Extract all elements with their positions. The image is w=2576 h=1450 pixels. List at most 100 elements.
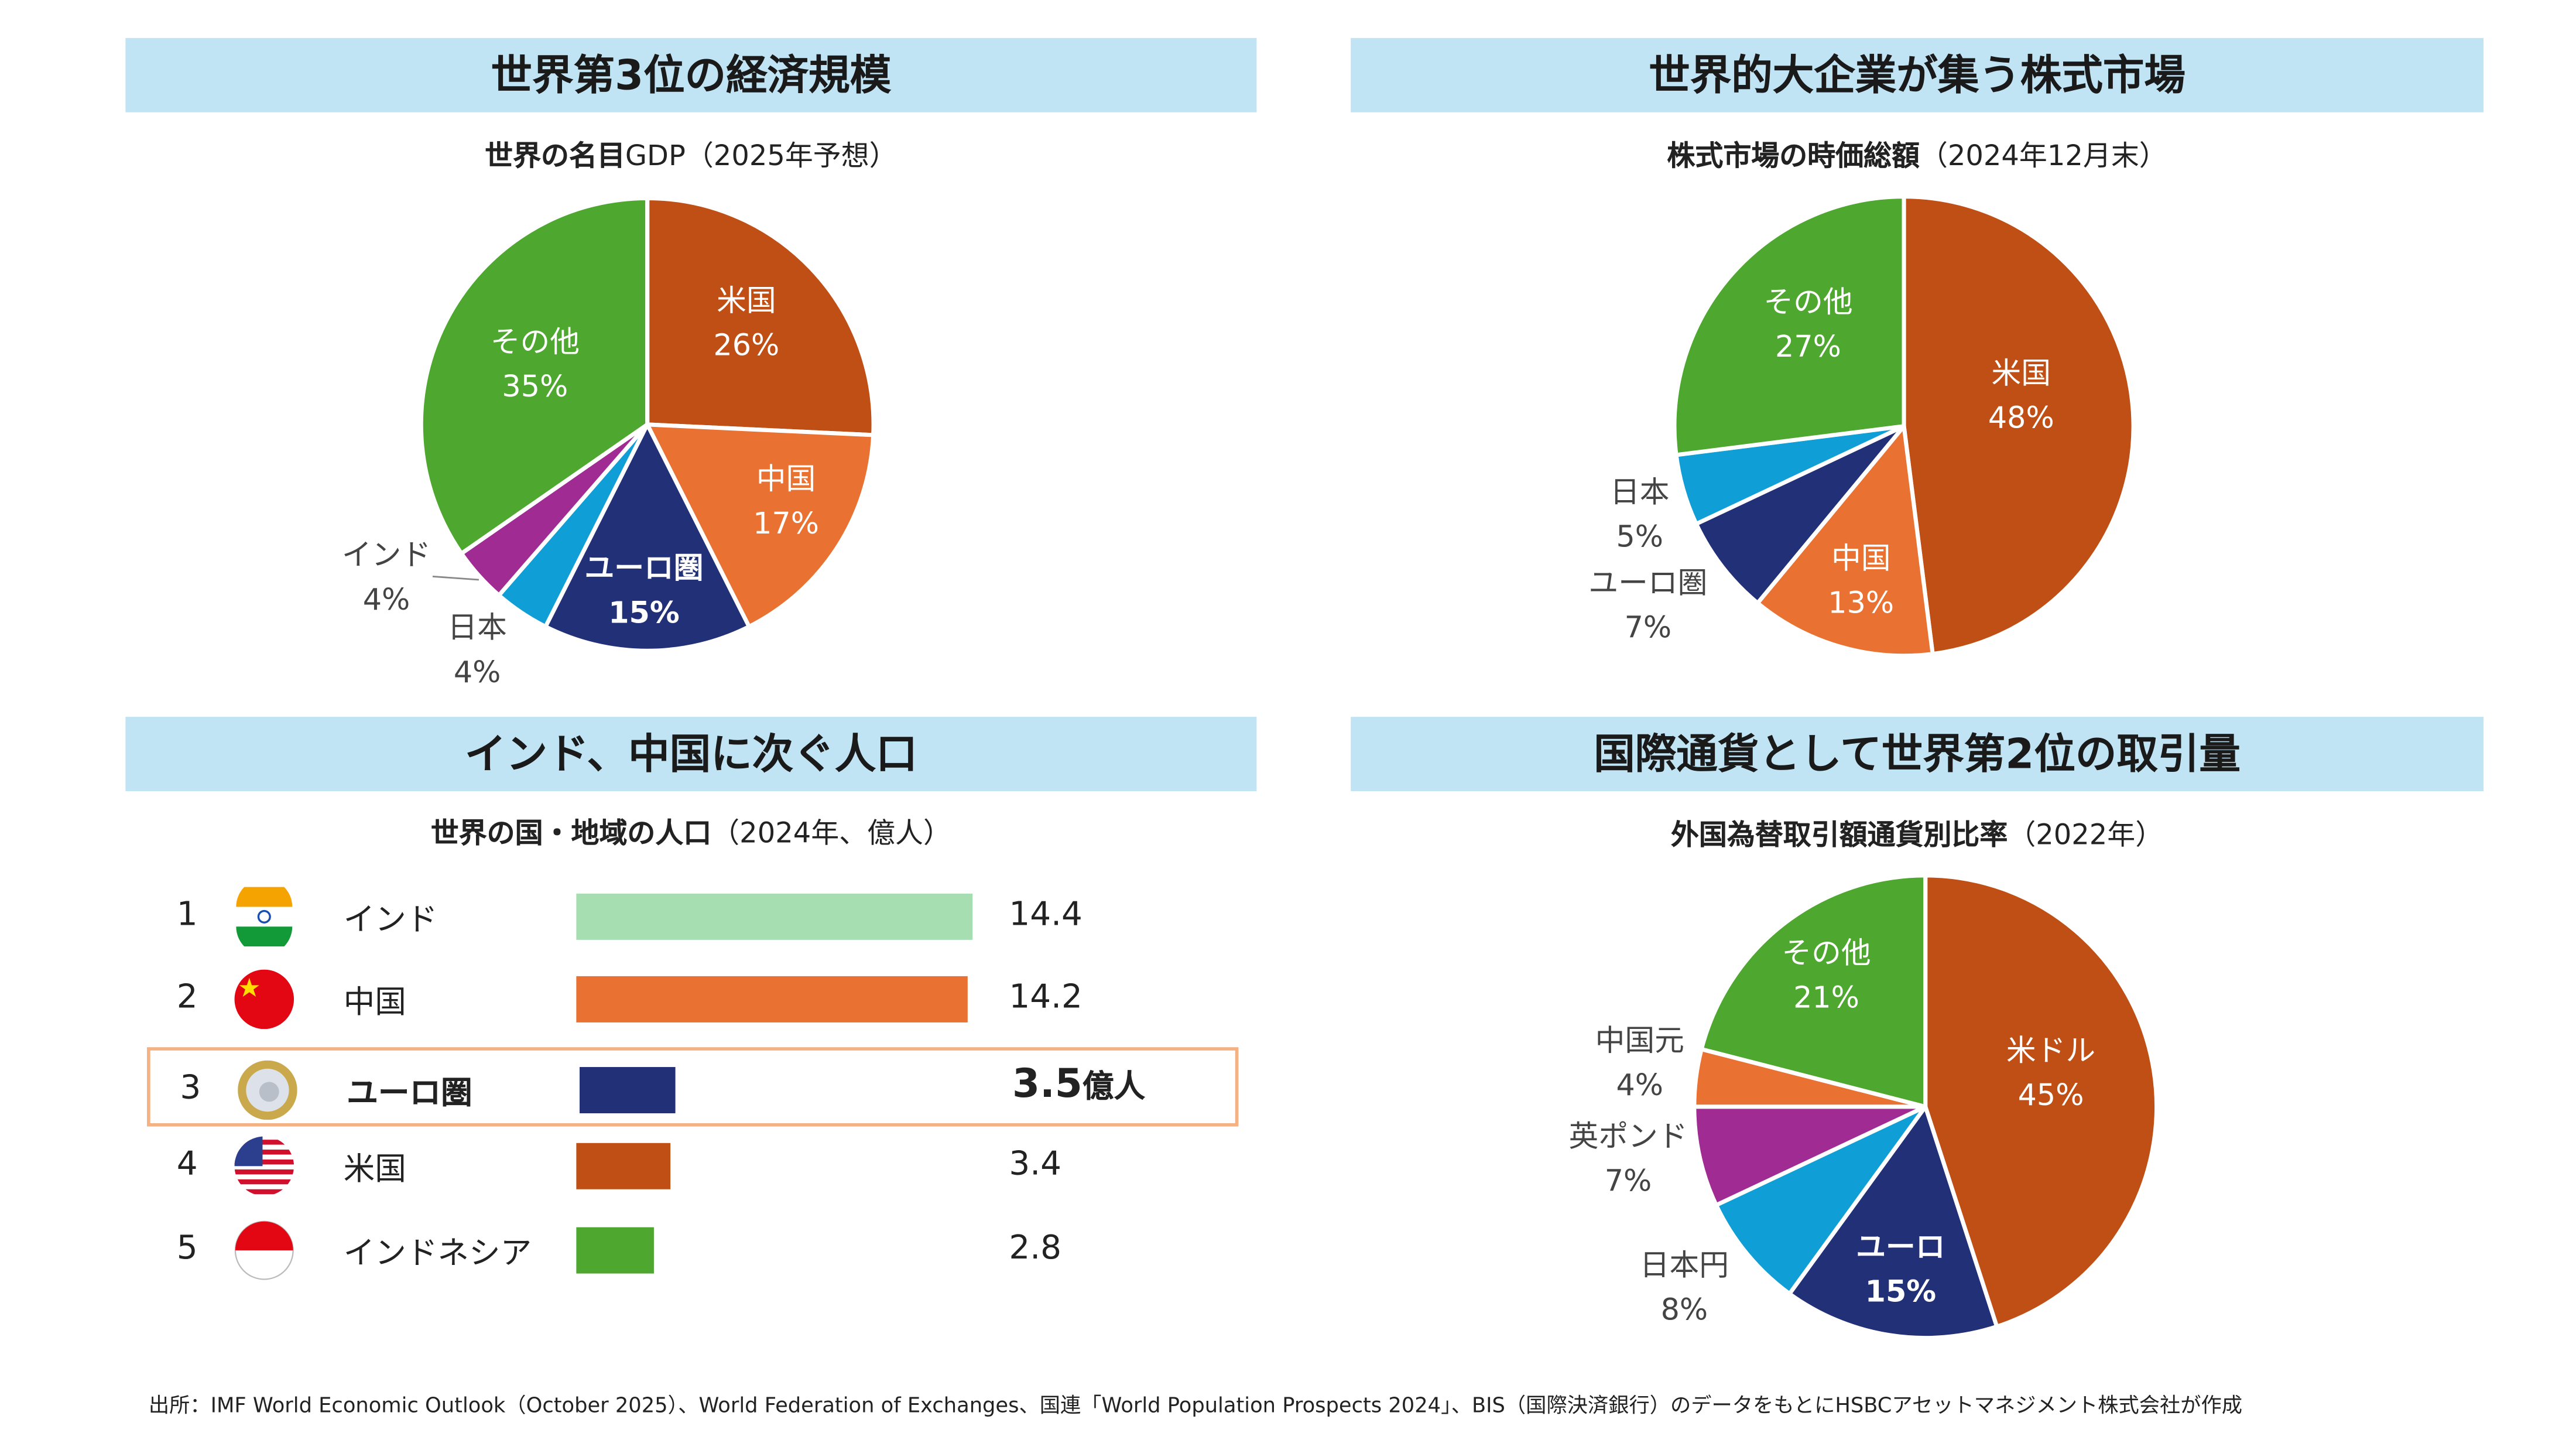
slice-value-label: 7%	[1625, 610, 1672, 645]
slice-value-label: 17%	[753, 506, 819, 541]
region-name: インド	[343, 901, 438, 939]
pie-slice	[645, 196, 876, 437]
slice-label: 日本	[447, 610, 507, 645]
euro-coin-icon	[238, 1060, 297, 1120]
slice-value-label: 4%	[1616, 1068, 1663, 1102]
value-number: 14.2	[1009, 976, 1083, 1016]
population-row: 2 中国 14.2	[147, 960, 1238, 1039]
slice-label: ユーロ圏	[1588, 566, 1707, 600]
region-name: インドネシア	[343, 1235, 532, 1272]
population-value: 3.5億人	[1012, 1061, 1145, 1107]
slice-label: その他	[1763, 285, 1852, 319]
china-flag-icon	[234, 969, 294, 1030]
population-header: インド、中国に次ぐ人口	[125, 717, 1257, 792]
slice-label: その他	[1782, 935, 1871, 970]
population-subtitle: 世界の国・地域の人口（2024年、億人）	[125, 809, 1256, 851]
pie-slice	[1713, 1104, 1927, 1297]
market-subtitle: 株式市場の時価総額（2024年12月末）	[1351, 132, 2483, 174]
subtitle-rest: （2022年）	[2008, 819, 2164, 853]
subtitle-rest: GDP（2025年予想）	[625, 140, 898, 174]
population-row: 4 米国 3.4	[147, 1127, 1238, 1206]
population-bar	[576, 893, 973, 940]
subtitle-bold: 世界の名目	[485, 140, 625, 174]
pie-slice	[543, 420, 752, 653]
slice-label: ユーロ	[1856, 1229, 1945, 1264]
slice-value-label: 13%	[1828, 585, 1894, 620]
population-bar	[576, 1143, 670, 1189]
slice-label: 中国	[756, 461, 816, 496]
region-name: 米国	[343, 1151, 406, 1188]
slice-value-label: 45%	[2018, 1078, 2084, 1112]
india-flag-icon	[236, 887, 293, 947]
rank-number: 5	[176, 1227, 198, 1267]
slice-value-label: 26%	[713, 327, 779, 362]
slice-value-label: 21%	[1793, 980, 1859, 1015]
population-bar	[576, 1227, 653, 1274]
value-number: 3.4	[1009, 1143, 1062, 1183]
slice-value-label: 4%	[454, 655, 501, 689]
rank-number: 4	[176, 1143, 198, 1183]
pie-slice	[1923, 873, 2159, 1329]
slice-label: 米国	[1992, 355, 2051, 390]
slice-label: 日本	[1610, 474, 1670, 509]
rank-number: 3	[180, 1067, 201, 1107]
slice-label: 中国	[1831, 541, 1891, 575]
us-flag-icon	[234, 1136, 294, 1196]
pie-slice	[1672, 194, 1906, 457]
population-value: 14.4	[1009, 894, 1083, 933]
population-bar	[579, 1067, 676, 1114]
indonesia-flag-icon	[234, 1220, 294, 1280]
population-value: 14.2	[1009, 976, 1083, 1016]
source-footnote: 出所：IMF World Economic Outlook（October 20…	[148, 1392, 2243, 1417]
slice-value-label: 15%	[1865, 1274, 1936, 1309]
leader-line	[432, 575, 479, 581]
slice-label: 米国	[717, 283, 776, 317]
slice-value-label: 35%	[502, 369, 568, 403]
population-row: 5 インドネシア 2.8	[147, 1210, 1238, 1290]
value-number: 14.4	[1009, 893, 1083, 933]
slice-label: ユーロ圏	[584, 550, 703, 585]
subtitle-bold: 株式市場の時価総額	[1667, 140, 1920, 174]
slice-label: 日本円	[1640, 1247, 1729, 1282]
population-value: 2.8	[1009, 1227, 1061, 1267]
slice-value-label: 15%	[608, 595, 679, 630]
value-number: 2.8	[1009, 1227, 1062, 1267]
value-number: 3.5	[1012, 1060, 1083, 1107]
slice-value-label: 27%	[1775, 329, 1841, 364]
population-row-highlighted: 3 ユーロ圏 3.5億人	[147, 1047, 1239, 1127]
region-name: ユーロ圏	[347, 1075, 472, 1112]
slice-label: その他	[491, 324, 580, 359]
slice-value-label: 5%	[1616, 519, 1663, 554]
subtitle-rest: （2024年12月末）	[1919, 140, 2167, 174]
slice-label: 中国元	[1595, 1023, 1684, 1058]
slice-value-label: 8%	[1661, 1292, 1708, 1327]
pie-slice	[643, 422, 876, 630]
market-header: 世界的大企業が集う株式市場	[1351, 37, 2484, 112]
slice-value-label: 7%	[1605, 1164, 1652, 1198]
slice-label: 英ポンド	[1569, 1119, 1688, 1153]
population-row: 1 インド 14.4	[147, 877, 1238, 956]
rank-number: 1	[176, 893, 198, 933]
pie-slice	[1786, 1102, 2000, 1340]
pie-slice	[419, 196, 650, 557]
value-unit: 億人	[1082, 1068, 1146, 1105]
pie-slice	[1692, 1104, 1927, 1208]
subtitle-rest: （2024年、億人）	[711, 818, 951, 851]
subtitle-bold: 外国為替取引額通貨別比率	[1670, 819, 2008, 853]
slice-value-label: 4%	[363, 582, 410, 617]
fx-header: 国際通貨として世界第2位の取引量	[1351, 717, 2484, 792]
gdp-header: 世界第3位の経済規模	[125, 37, 1257, 112]
slice-label: 米ドル	[2006, 1033, 2095, 1068]
pie-slice	[1755, 421, 1936, 658]
subtitle-bold: 世界の国・地域の人口	[430, 818, 712, 851]
slice-value-label: 48%	[1988, 401, 2054, 435]
population-value: 3.4	[1009, 1143, 1061, 1183]
pie-slice	[1902, 194, 2136, 656]
gdp-subtitle: 世界の名目GDP（2025年予想）	[125, 132, 1256, 174]
fx-subtitle: 外国為替取引額通貨別比率（2022年）	[1351, 811, 2483, 853]
slice-label: インド	[342, 538, 431, 572]
rank-number: 2	[176, 976, 198, 1016]
region-name: 中国	[343, 984, 406, 1021]
